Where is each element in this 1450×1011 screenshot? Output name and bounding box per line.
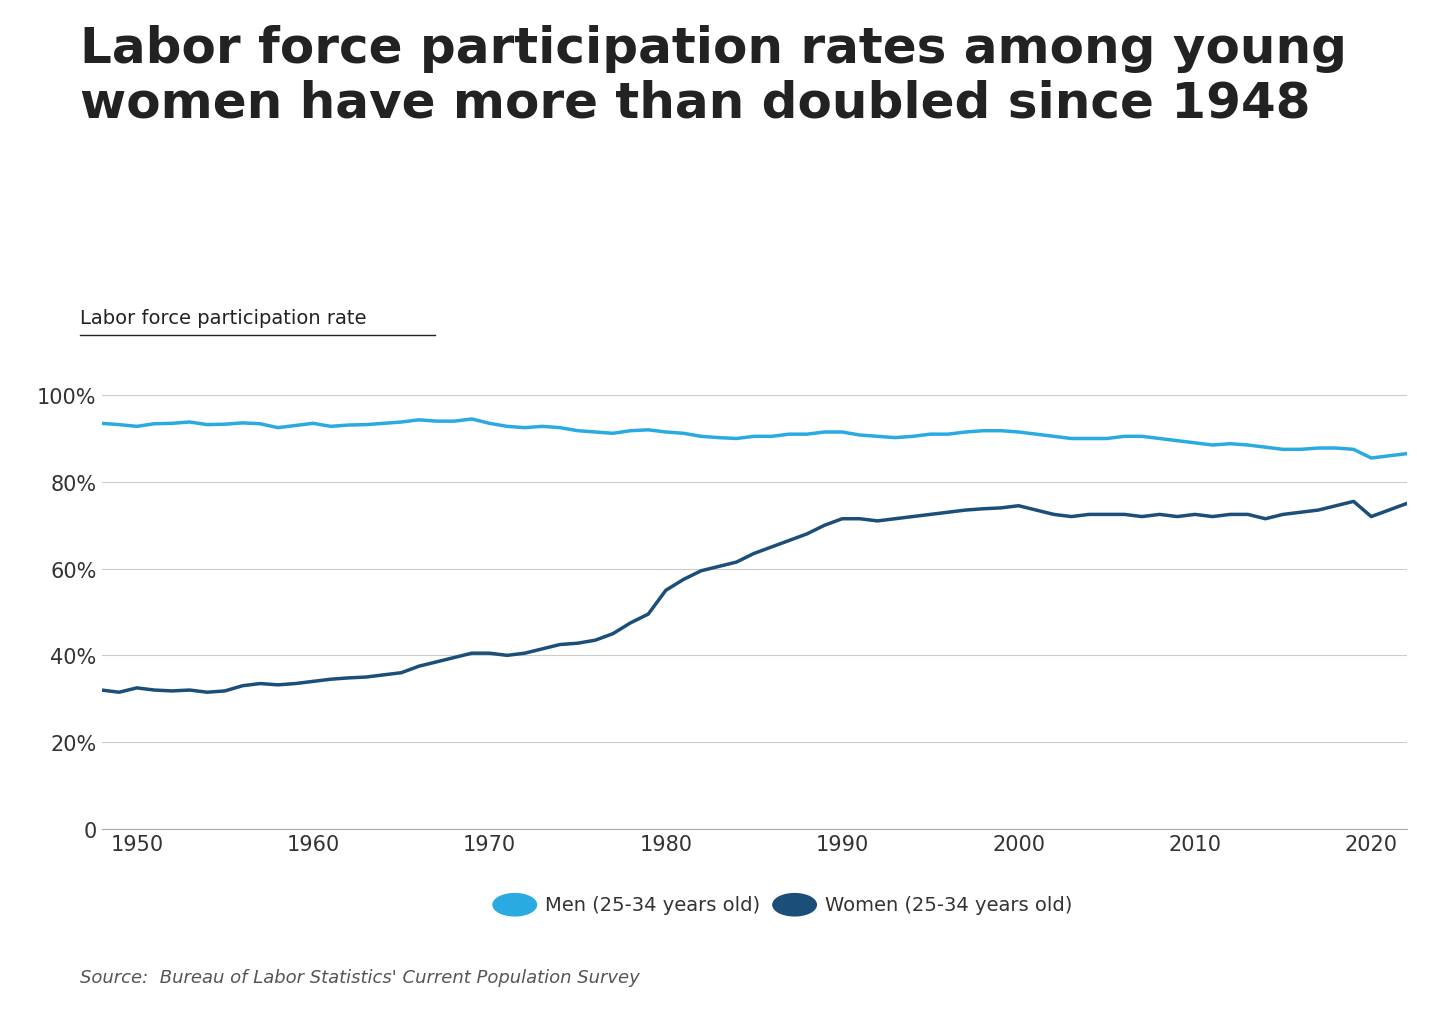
Text: Labor force participation rate: Labor force participation rate xyxy=(80,308,367,328)
Text: Labor force participation rates among young
women have more than doubled since 1: Labor force participation rates among yo… xyxy=(80,25,1347,126)
Text: Men (25-34 years old): Men (25-34 years old) xyxy=(545,896,760,914)
Text: Source:  Bureau of Labor Statistics' Current Population Survey: Source: Bureau of Labor Statistics' Curr… xyxy=(80,968,639,986)
Text: Women (25-34 years old): Women (25-34 years old) xyxy=(825,896,1073,914)
